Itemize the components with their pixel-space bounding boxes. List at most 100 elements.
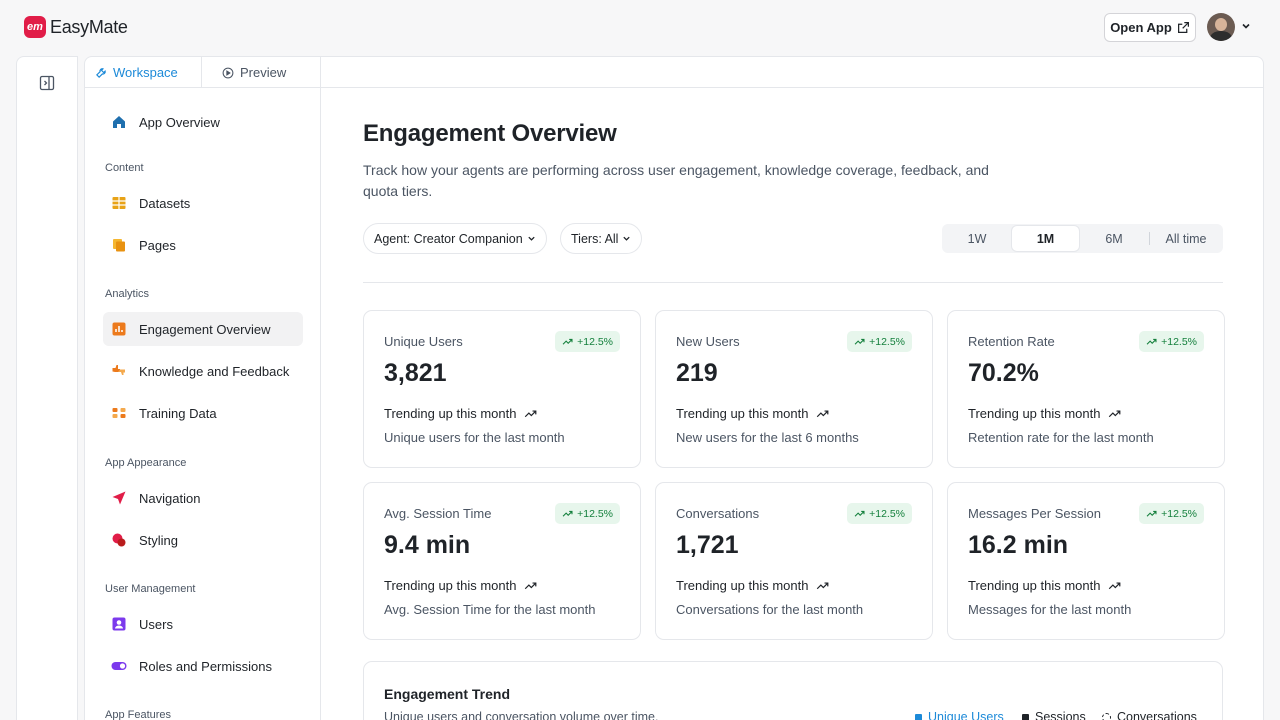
sidebar-item-navigation[interactable]: Navigation: [103, 481, 303, 515]
sidebar-item-label: Roles and Permissions: [139, 658, 272, 674]
metric-trend: Trending up this month: [384, 578, 537, 593]
open-app-button[interactable]: Open App: [1104, 13, 1196, 42]
external-link-icon: [1177, 22, 1189, 33]
trend-up-icon: [525, 410, 537, 418]
legend-sessions[interactable]: Sessions: [1022, 710, 1086, 720]
change-badge-value: +12.5%: [577, 335, 613, 348]
metric-footnote: Retention rate for the last month: [968, 430, 1154, 445]
metric-footnote: Avg. Session Time for the last month: [384, 602, 596, 617]
sidebar-item-label: Users: [139, 616, 173, 632]
change-badge: +12.5%: [847, 503, 912, 524]
page-description: Track how your agents are performing acr…: [363, 162, 989, 199]
sidebar-item-datasets[interactable]: Datasets: [103, 186, 303, 220]
range-1w-button[interactable]: 1W: [967, 231, 987, 246]
legend-swatch: [1022, 713, 1029, 720]
tiers-filter-label: Tiers: All: [571, 231, 619, 246]
section-label-analytics: Analytics: [105, 288, 150, 300]
user-card-icon: [111, 616, 127, 632]
metric-trend-text: Trending up this month: [676, 406, 809, 421]
metric-label: Unique Users: [384, 334, 463, 349]
tab-workspace-label: Workspace: [113, 65, 178, 80]
sidebar-item-knowledge-feedback[interactable]: Knowledge and Feedback: [103, 354, 303, 388]
legend-swatch: [915, 713, 922, 720]
chevron-down-icon: [528, 236, 535, 241]
change-badge: +12.5%: [555, 331, 620, 352]
trend-up-icon: [854, 338, 865, 345]
metric-card-unique-users[interactable]: Unique Users +12.5% 3,821 Trending up th…: [363, 310, 641, 468]
metric-card-new-users[interactable]: New Users +12.5% 219 Trending up this mo…: [655, 310, 933, 468]
tab-preview-label: Preview: [240, 65, 287, 80]
range-1m-button[interactable]: 1M: [1012, 226, 1079, 251]
metric-label: Conversations: [676, 506, 760, 521]
metric-trend: Trending up this month: [968, 406, 1121, 421]
sidebar-item-training-data[interactable]: Training Data: [103, 396, 303, 430]
metric-value: 219: [676, 359, 718, 387]
user-avatar[interactable]: [1207, 13, 1235, 41]
navigation-arrow-icon: [111, 490, 127, 506]
table-icon: [111, 195, 127, 211]
wrench-icon: [96, 67, 106, 78]
trend-up-icon: [817, 410, 829, 418]
range-6m-button[interactable]: 6M: [1105, 231, 1123, 246]
metric-trend: Trending up this month: [676, 406, 829, 421]
legend-conversations[interactable]: Conversations: [1102, 710, 1197, 720]
metric-value: 70.2%: [968, 359, 1039, 387]
sidebar-item-users[interactable]: Users: [103, 607, 303, 641]
time-range-selector: 1W 1M 6M All time: [942, 224, 1223, 253]
trend-up-icon: [562, 338, 573, 345]
change-badge-value: +12.5%: [1161, 335, 1197, 348]
section-label-app-appearance: App Appearance: [105, 457, 187, 469]
brand-logo[interactable]: em EasyMate: [24, 16, 128, 38]
metric-trend-text: Trending up this month: [384, 406, 517, 421]
sidebar-tabs: Workspace Preview: [85, 57, 321, 88]
range-all-time-button[interactable]: All time: [1165, 231, 1207, 246]
legend-swatch: [1102, 712, 1111, 720]
metric-card-retention-rate[interactable]: Retention Rate +12.5% 70.2% Trending up …: [947, 310, 1225, 468]
metric-value: 9.4 min: [384, 531, 471, 559]
chevron-down-icon[interactable]: [1240, 20, 1252, 32]
metric-label: Avg. Session Time: [384, 506, 492, 521]
legend-label: Sessions: [1035, 710, 1086, 720]
sidebar-item-label: App Overview: [139, 114, 220, 130]
change-badge-value: +12.5%: [1161, 507, 1197, 520]
brand-name: EasyMate: [50, 16, 128, 37]
legend-unique-users[interactable]: Unique Users: [915, 710, 1004, 720]
chevron-down-icon: [623, 236, 631, 241]
open-app-label: Open App: [1110, 20, 1172, 35]
tab-workspace[interactable]: Workspace: [85, 57, 202, 88]
change-badge: +12.5%: [1139, 331, 1204, 352]
toggle-icon: [111, 658, 127, 674]
trend-up-icon: [525, 582, 537, 590]
metric-trend-text: Trending up this month: [384, 578, 517, 593]
tab-preview[interactable]: Preview: [202, 57, 320, 88]
trend-up-icon: [854, 510, 865, 517]
agent-filter-dropdown[interactable]: Agent: Creator Companion: [363, 223, 547, 254]
sidebar-item-engagement-overview[interactable]: Engagement Overview: [103, 312, 303, 346]
legend-label: Unique Users: [928, 710, 1004, 720]
pages-icon: [111, 237, 127, 253]
sidebar-item-app-overview[interactable]: App Overview: [103, 105, 303, 139]
sidebar-item-styling[interactable]: Styling: [103, 523, 303, 557]
range-separator: [1149, 232, 1150, 245]
metric-trend-text: Trending up this month: [968, 578, 1101, 593]
top-bar: em EasyMate Open App: [0, 0, 1280, 56]
sidebar-item-pages[interactable]: Pages: [103, 228, 303, 262]
metric-value: 3,821: [384, 359, 447, 387]
metric-card-avg-session-time[interactable]: Avg. Session Time +12.5% 9.4 min Trendin…: [363, 482, 641, 640]
sidebar-toggle-icon[interactable]: [39, 75, 55, 91]
metric-trend-text: Trending up this month: [676, 578, 809, 593]
change-badge-value: +12.5%: [869, 507, 905, 520]
change-badge: +12.5%: [847, 331, 912, 352]
engagement-trend-panel: Engagement Trend Unique users and conver…: [363, 661, 1223, 720]
sidebar-item-label: Styling: [139, 532, 179, 548]
metric-card-messages-per-session[interactable]: Messages Per Session +12.5% 16.2 min Tre…: [947, 482, 1225, 640]
metric-card-conversations[interactable]: Conversations +12.5% 1,721 Trending up t…: [655, 482, 933, 640]
metric-trend: Trending up this month: [384, 406, 537, 421]
section-label-app-features: App Features: [105, 709, 172, 720]
metric-footnote: Conversations for the last month: [676, 602, 864, 617]
metric-label: Retention Rate: [968, 334, 1055, 349]
metric-value: 16.2 min: [968, 531, 1069, 559]
training-data-icon: [111, 405, 127, 421]
tiers-filter-dropdown[interactable]: Tiers: All: [560, 223, 643, 254]
sidebar-item-roles-permissions[interactable]: Roles and Permissions: [103, 649, 303, 683]
